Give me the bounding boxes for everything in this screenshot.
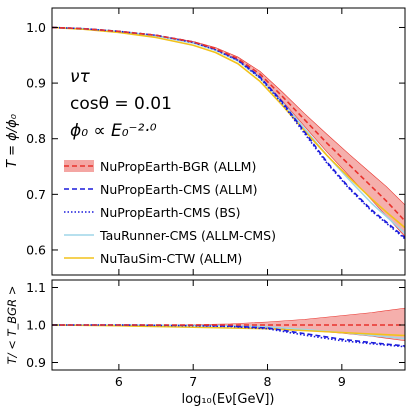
main-series-line-2 — [52, 26, 405, 240]
main-ytick-label-4: 1.0 — [26, 20, 46, 35]
annotation-angle: cosθ = 0.01 — [70, 94, 172, 114]
annotation-particle: ντ — [70, 67, 90, 87]
xtick-label-1: 7 — [189, 374, 197, 389]
main-ylabel: T = ϕ/ϕ₀ — [5, 113, 20, 168]
legend-label-4: NuTauSim-CTW (ALLM) — [100, 251, 242, 266]
main-series-line-0 — [52, 26, 405, 222]
xtick-label-0: 6 — [115, 374, 123, 389]
main-series-line-1 — [52, 26, 405, 239]
annotation-spectrum: ϕ₀ ∝ E₀⁻²·⁰ — [70, 121, 157, 141]
main-ytick-label-1: 0.7 — [26, 187, 46, 202]
ratio-ytick-label-0: 0.9 — [26, 355, 46, 370]
xlabel: log₁₀(Eν[GeV]) — [182, 392, 275, 407]
main-series-layer — [52, 26, 405, 240]
legend: NuPropEarth-BGR (ALLM) NuPropEarth-CMS (… — [64, 159, 276, 266]
ratio-series-layer — [52, 307, 405, 348]
legend-label-1: NuPropEarth-CMS (ALLM) — [100, 182, 258, 197]
main-series-line-4 — [52, 26, 405, 229]
xtick-label-3: 9 — [338, 374, 346, 389]
legend-swatch-band — [64, 160, 94, 172]
main-plot-frame — [51, 7, 406, 276]
ratio-ylabel: T/ < T_BGR > — [5, 286, 19, 365]
legend-label-2: NuPropEarth-CMS (BS) — [100, 205, 241, 220]
legend-label-3: TauRunner-CMS (ALLM-CMS) — [99, 228, 276, 243]
ratio-series-line-4 — [52, 324, 405, 337]
ratio-ytick-label-2: 1.1 — [26, 280, 46, 295]
axes-layer: 0.6 0.7 0.8 0.9 1.0 0.9 1.0 1.1 6 7 8 9 — [26, 8, 405, 389]
legend-label-0: NuPropEarth-BGR (ALLM) — [100, 159, 256, 174]
main-ytick-label-3: 0.9 — [26, 76, 46, 91]
main-ytick-label-0: 0.6 — [26, 242, 46, 257]
main-ytick-label-2: 0.8 — [26, 131, 46, 146]
xtick-label-2: 8 — [264, 374, 272, 389]
ratio-ytick-label-1: 1.0 — [26, 318, 46, 333]
